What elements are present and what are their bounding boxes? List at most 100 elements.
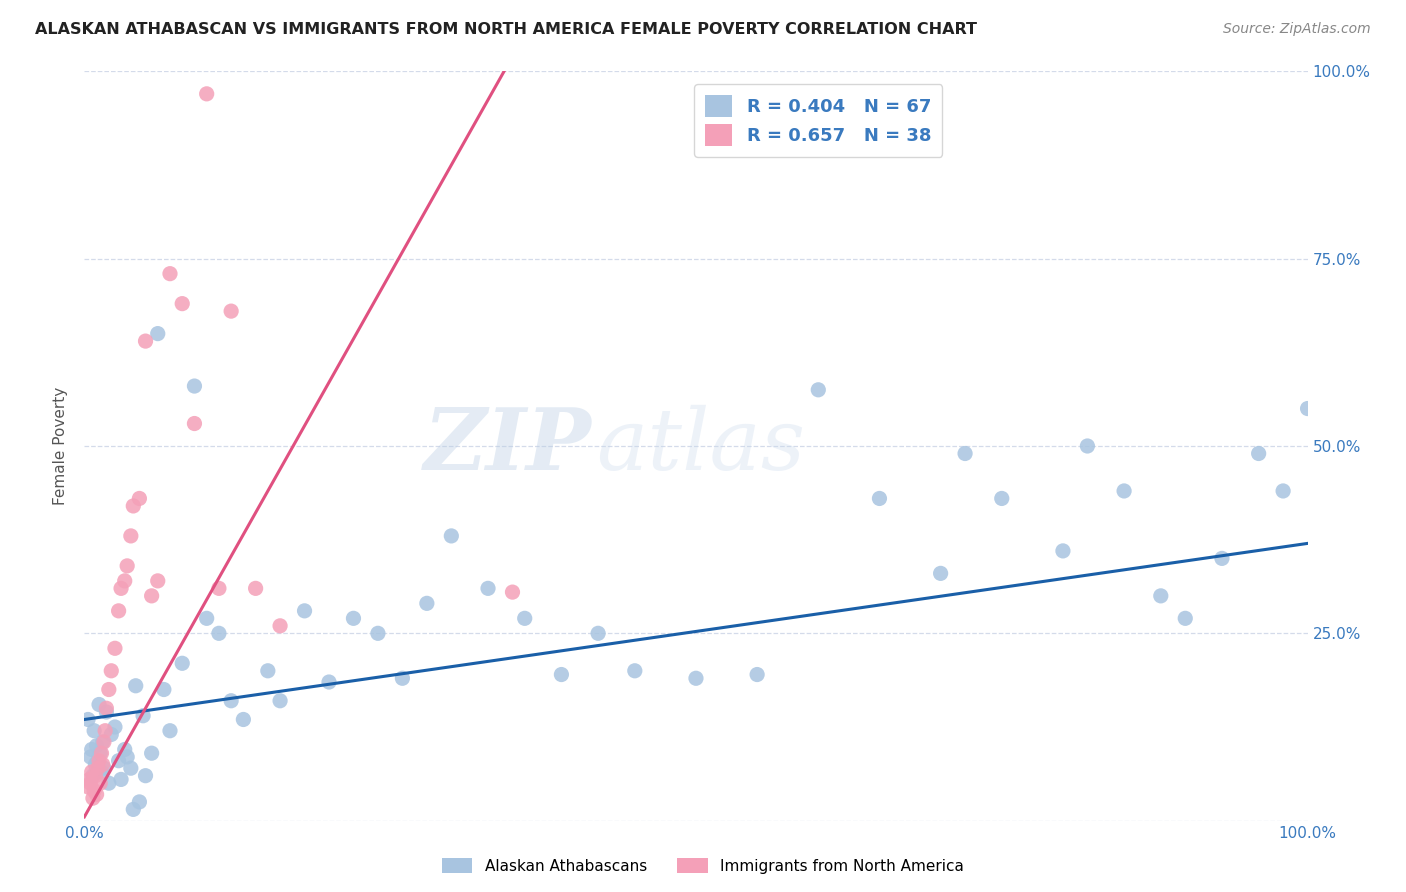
Point	[135, 334, 157, 348]
Point	[90, 746, 112, 760]
Point	[269, 619, 291, 633]
Point	[86, 739, 108, 753]
Point	[141, 589, 163, 603]
Point	[318, 675, 340, 690]
Text: Source: ZipAtlas.com: Source: ZipAtlas.com	[1223, 22, 1371, 37]
Point	[1211, 551, 1233, 566]
Point	[104, 641, 127, 656]
Point	[146, 574, 169, 588]
Point	[807, 383, 830, 397]
Point	[93, 761, 115, 775]
Text: ZIP: ZIP	[425, 404, 592, 488]
Point	[84, 757, 107, 772]
Point	[128, 491, 150, 506]
Point	[97, 682, 120, 697]
Point	[1114, 483, 1136, 498]
Point	[183, 379, 205, 393]
Point	[83, 723, 105, 738]
Point	[929, 566, 952, 581]
Point	[80, 764, 103, 779]
Point	[586, 626, 609, 640]
Point	[79, 776, 101, 790]
Point	[83, 783, 105, 797]
Point	[128, 795, 150, 809]
Point	[110, 582, 132, 596]
Point	[91, 735, 114, 749]
Point	[869, 491, 891, 506]
Point	[269, 694, 291, 708]
Point	[89, 746, 111, 760]
Point	[513, 611, 536, 625]
Point	[440, 529, 463, 543]
Point	[135, 769, 157, 783]
Point	[1150, 589, 1173, 603]
Point	[1076, 439, 1098, 453]
Point	[82, 769, 104, 783]
Point	[115, 558, 138, 573]
Point	[195, 87, 218, 101]
Point	[219, 694, 242, 708]
Point	[96, 701, 118, 715]
Point	[90, 764, 112, 779]
Point	[477, 582, 499, 596]
Point	[172, 296, 194, 310]
Point	[94, 723, 117, 738]
Point	[86, 788, 108, 802]
Point	[87, 698, 110, 712]
Point	[122, 802, 145, 816]
Point	[114, 742, 136, 756]
Point	[367, 626, 389, 640]
Point	[120, 529, 142, 543]
Point	[89, 776, 111, 790]
Legend: Alaskan Athabascans, Immigrants from North America: Alaskan Athabascans, Immigrants from Nor…	[436, 852, 970, 880]
Point	[159, 723, 181, 738]
Text: atlas: atlas	[596, 405, 804, 487]
Point	[747, 667, 769, 681]
Point	[1272, 483, 1295, 498]
Point	[77, 780, 100, 794]
Point	[77, 713, 100, 727]
Point	[100, 664, 122, 678]
Point	[87, 761, 110, 775]
Point	[125, 679, 148, 693]
Text: ALASKAN ATHABASCAN VS IMMIGRANTS FROM NORTH AMERICA FEMALE POVERTY CORRELATION C: ALASKAN ATHABASCAN VS IMMIGRANTS FROM NO…	[35, 22, 977, 37]
Point	[208, 626, 231, 640]
Point	[141, 746, 163, 760]
Point	[991, 491, 1014, 506]
Point	[146, 326, 169, 341]
Point	[115, 750, 138, 764]
Point	[245, 582, 267, 596]
Point	[132, 708, 155, 723]
Point	[93, 735, 115, 749]
Point	[294, 604, 316, 618]
Point	[77, 772, 100, 787]
Point	[502, 585, 524, 599]
Point	[685, 671, 707, 685]
Legend: R = 0.404   N = 67, R = 0.657   N = 38: R = 0.404 N = 67, R = 0.657 N = 38	[695, 84, 942, 157]
Point	[342, 611, 364, 625]
Point	[159, 267, 181, 281]
Point	[153, 682, 176, 697]
Point	[87, 754, 110, 768]
Point	[122, 499, 145, 513]
Point	[79, 750, 101, 764]
Point	[97, 776, 120, 790]
Point	[100, 727, 122, 741]
Point	[257, 664, 280, 678]
Point	[416, 596, 439, 610]
Point	[953, 446, 976, 460]
Point	[391, 671, 413, 685]
Point	[232, 713, 254, 727]
Point	[624, 664, 647, 678]
Point	[80, 742, 103, 756]
Point	[1247, 446, 1270, 460]
Point	[208, 582, 231, 596]
Y-axis label: Female Poverty: Female Poverty	[53, 387, 69, 505]
Point	[120, 761, 142, 775]
Point	[84, 769, 107, 783]
Point	[91, 757, 114, 772]
Point	[1174, 611, 1197, 625]
Point	[195, 611, 218, 625]
Point	[107, 754, 129, 768]
Point	[1296, 401, 1319, 416]
